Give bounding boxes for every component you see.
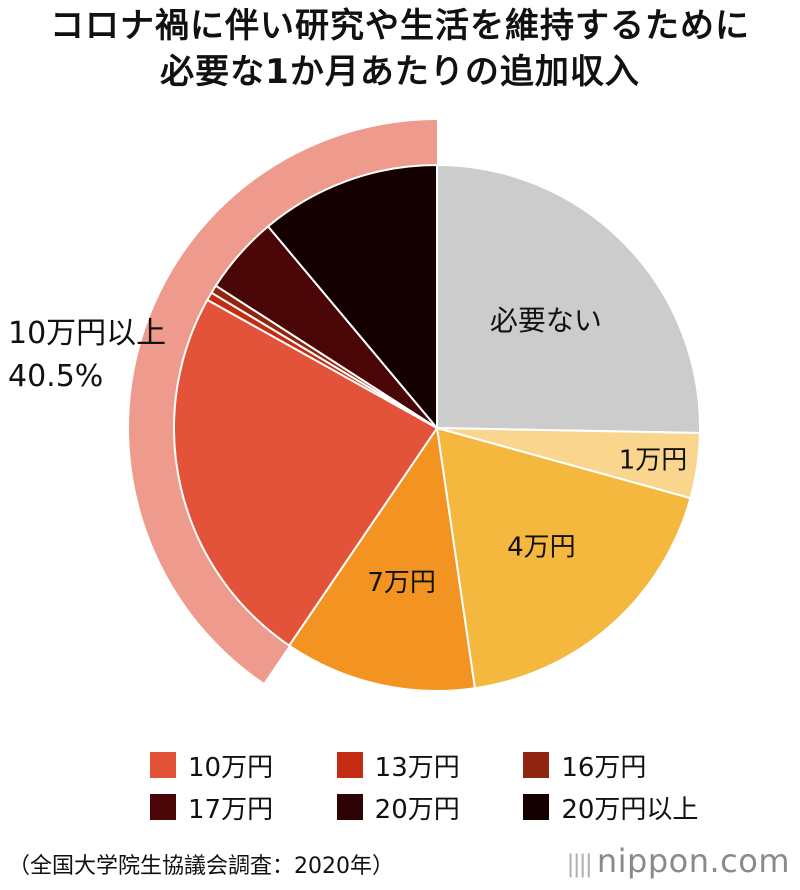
pie-slice-4: [173, 298, 438, 647]
legend-swatch: [336, 794, 363, 820]
legend-label: 20万円以上: [561, 794, 699, 825]
chart-title-line-1: コロナ禍に伴い研究や生活を維持するために: [50, 6, 750, 46]
pie-slice-3: [288, 427, 476, 692]
legend-label: 17万円: [188, 794, 274, 825]
pie-slice-8: [267, 164, 438, 429]
brand-bars-icon: ||||: [566, 850, 592, 878]
pie-slice-0: [436, 164, 701, 434]
legend-item-17man: 17万円: [150, 789, 337, 826]
brand-text: nippon.com: [596, 842, 790, 880]
legend-item-10man: 10万円: [150, 747, 337, 784]
chart-title-line-2: 必要な1か月あたりの追加収入: [160, 52, 640, 92]
slice-label-3: 7万円: [367, 568, 436, 598]
legend-label: 16万円: [561, 752, 647, 783]
slice-label-0: 必要ない: [490, 304, 602, 337]
slice-label-2: 4万円: [507, 532, 576, 562]
legend-swatch: [150, 752, 176, 778]
legend-label: 10万円: [188, 752, 274, 783]
pie-slice-2: [436, 427, 692, 690]
legend-label: 13万円: [374, 752, 460, 783]
group-label: 10万円以上: [8, 316, 166, 351]
legend-item-20man: 20万円: [336, 789, 524, 826]
legend-item-20man-plus: 20万円以上: [523, 789, 710, 826]
chart-legend: 10万円 13万円 16万円 17万円 20万円 20万円以上: [150, 744, 710, 828]
source-note: （全国大学院生協議会調査：2020年）: [8, 854, 394, 879]
slice-label-1: 1万円: [619, 445, 688, 475]
legend-item-13man: 13万円: [336, 747, 524, 784]
group-ring-10man-plus: [129, 120, 438, 683]
legend-swatch: [150, 794, 176, 820]
legend-item-16man: 16万円: [523, 747, 710, 784]
legend-row: 17万円 20万円 20万円以上: [150, 786, 710, 828]
legend-label: 20万円: [374, 794, 460, 825]
brand-logo: |||| nippon.com: [566, 842, 790, 880]
legend-swatch: [336, 752, 363, 778]
legend-row: 10万円 13万円 16万円: [150, 744, 710, 786]
legend-swatch: [523, 752, 550, 778]
legend-swatch: [523, 794, 550, 820]
group-percent: 40.5%: [8, 359, 103, 394]
